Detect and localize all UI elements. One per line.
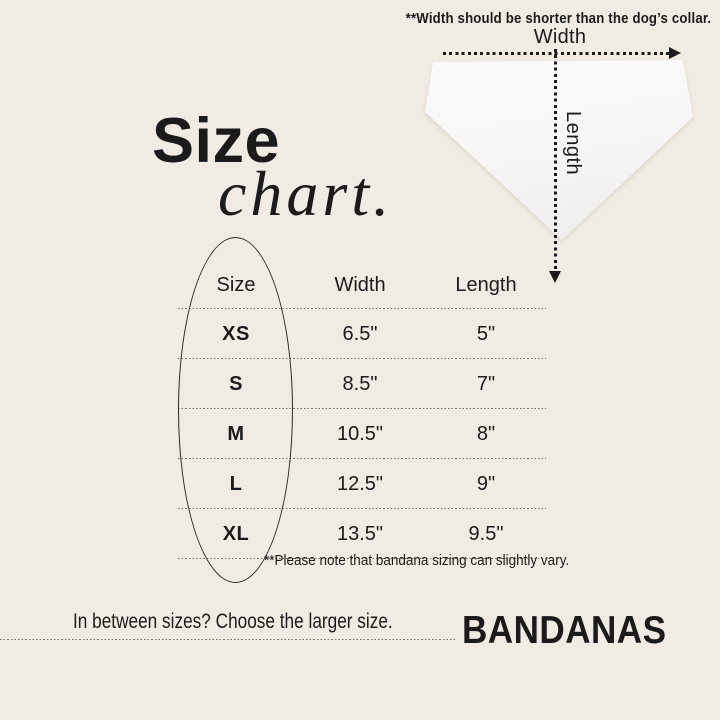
- header-width: Width: [334, 273, 386, 296]
- cell-length: 9": [476, 472, 496, 495]
- header-length: Length: [455, 273, 517, 296]
- collar-width-note: **Width should be shorter than the dog’s…: [405, 10, 711, 27]
- length-arrowhead-icon: [549, 271, 561, 283]
- between-sizes-tip: In between sizes? Choose the larger size…: [73, 610, 393, 633]
- divider-dotted: [178, 458, 546, 460]
- width-arrow-dotted-line: [443, 52, 671, 55]
- cell-width: 6.5": [342, 322, 378, 345]
- brand-wordmark: BANDANAS: [462, 609, 667, 652]
- bandana-illustration: [425, 58, 693, 240]
- cell-width: 12.5": [336, 472, 384, 495]
- width-arrowhead-icon: [669, 47, 681, 59]
- divider-dotted: [178, 308, 546, 310]
- cell-length: 9.5": [468, 522, 504, 545]
- page-title-size: Size: [152, 106, 281, 176]
- divider-dotted: [178, 408, 546, 410]
- cell-length: 5": [476, 322, 496, 345]
- cell-width: 13.5": [336, 522, 384, 545]
- divider-dotted: [178, 358, 546, 360]
- bandana-shape: [425, 60, 693, 240]
- cell-length: 7": [476, 372, 496, 395]
- page-title-chart: chart.: [218, 158, 394, 229]
- length-arrow-dotted-line: [554, 49, 557, 271]
- cell-width: 8.5": [342, 372, 378, 395]
- size-column-oval-highlight: [178, 237, 293, 583]
- diagram-length-label: Length: [562, 111, 584, 176]
- cell-width: 10.5": [336, 422, 384, 445]
- divider-dotted: [178, 558, 546, 560]
- diagram-width-label: Width: [533, 26, 587, 48]
- cell-length: 8": [476, 422, 496, 445]
- footer-dotted-line: [0, 639, 456, 641]
- divider-dotted: [178, 508, 546, 510]
- sizing-variance-note: **Please note that bandana sizing can sl…: [264, 552, 570, 569]
